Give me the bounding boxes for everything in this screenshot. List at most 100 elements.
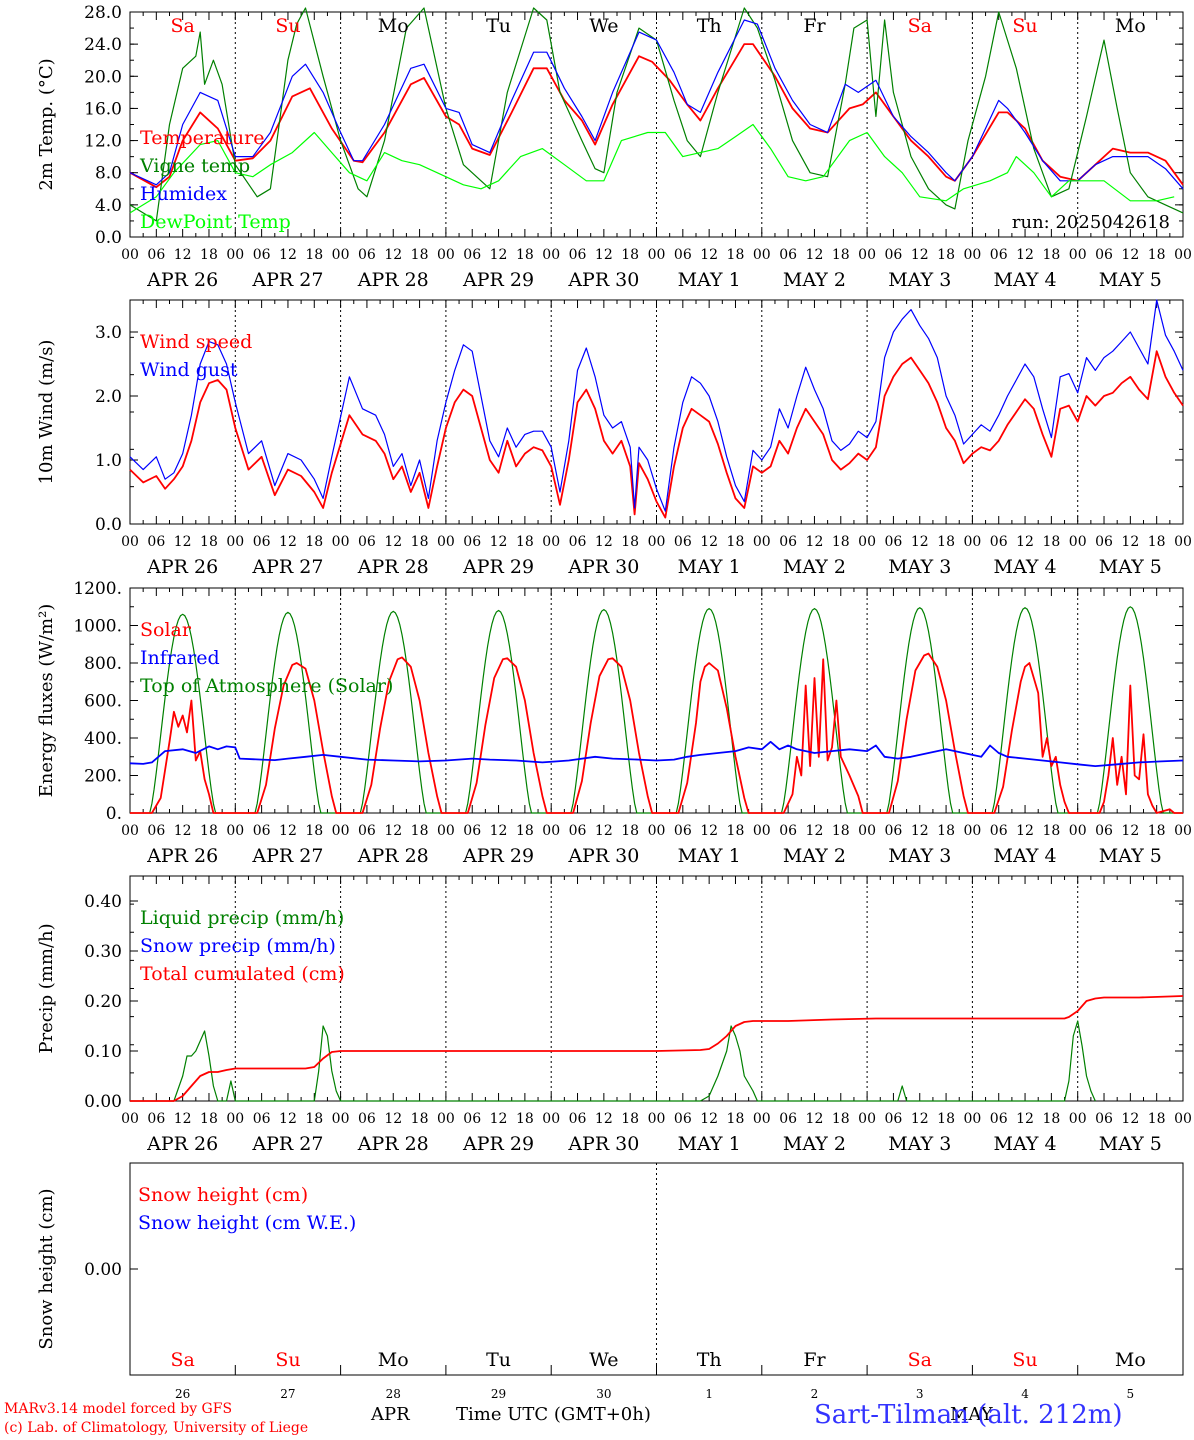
hour-tick-label: 18 [1042,534,1060,550]
panel-5: 0.00 Snow height (cm) Snow height (cm) Snow… [36,1162,1184,1401]
hour-tick-label: 18 [621,247,639,263]
hour-tick-label: 06 [674,247,692,263]
hour-tick-label: 00 [1174,247,1192,263]
hour-tick-label: 00 [1174,1111,1192,1127]
hour-tick-label: 06 [147,247,165,263]
hour-tick-label: 12 [806,1111,824,1127]
date-label: APR 26 [146,269,218,291]
day-label: Fr [803,15,826,37]
hour-tick-label: 06 [569,247,587,263]
hour-tick-label: 12 [700,823,718,839]
day-label: Tu [486,1349,511,1371]
hour-tick-label: 12 [911,823,929,839]
date-label: MAY 5 [1099,845,1162,867]
date-label: APR 28 [357,845,429,867]
day-label: Tu [486,15,511,37]
hour-tick-label: 06 [358,823,376,839]
hour-tick-label: 18 [1148,534,1166,550]
hour-tick-label: 18 [516,1111,534,1127]
hour-tick-label: 12 [806,247,824,263]
day-number-label: 3 [916,1387,924,1401]
hour-tick-label: 12 [1016,1111,1034,1127]
y-tick-label: 1000. [73,617,122,637]
day-number-label: 2 [811,1387,819,1401]
hour-tick-label: 00 [858,247,876,263]
date-label: MAY 3 [888,1133,951,1155]
hour-tick-label: 00 [437,1111,455,1127]
hour-tick-label: 00 [1069,823,1087,839]
hour-tick-label: 18 [305,1111,323,1127]
hour-tick-label: 18 [937,1111,955,1127]
hour-tick-label: 12 [384,534,402,550]
hour-tick-label: 12 [595,247,613,263]
hour-tick-label: 18 [305,823,323,839]
hour-tick-label: 18 [832,534,850,550]
hour-tick-label: 06 [990,247,1008,263]
hour-tick-label: 06 [358,247,376,263]
date-label: APR 30 [567,845,639,867]
hour-tick-label: 12 [806,534,824,550]
series-line [130,995,1184,1102]
hour-tick-label: 18 [1042,247,1060,263]
day-label: Th [697,1349,722,1371]
series-line [129,43,1184,189]
hour-tick-label: 18 [1148,247,1166,263]
y-tick-label: 600. [84,692,122,712]
day-number-label: 1 [705,1387,713,1401]
date-label: APR 27 [251,845,323,867]
hour-tick-label: 06 [569,1111,587,1127]
hour-tick-label: 06 [358,1111,376,1127]
y-tick-label: 0. [106,804,122,824]
hour-tick-label: 00 [963,1111,981,1127]
y-tick-label: 0.20 [84,992,122,1012]
hour-tick-label: 12 [384,247,402,263]
month-label-may: MAY [950,1404,993,1425]
hour-tick-label: 06 [253,247,271,263]
hour-tick-label: 12 [911,534,929,550]
hour-tick-label: 00 [542,534,560,550]
hour-tick-label: 12 [1121,247,1139,263]
date-label: MAY 2 [783,269,846,291]
hour-tick-label: 00 [121,1111,139,1127]
hour-tick-label: 06 [885,823,903,839]
y-tick-label: 16.0 [84,99,122,119]
hour-tick-label: 12 [700,1111,718,1127]
hour-tick-label: 00 [332,534,350,550]
day-number-label: 28 [386,1387,401,1401]
day-label: Fr [803,1349,826,1371]
date-label: APR 27 [251,556,323,578]
hour-tick-label: 12 [1121,534,1139,550]
hour-tick-label: 18 [727,247,745,263]
series-line [129,19,1184,190]
legend-entry: Snow height (cm W.E.) [138,1212,356,1234]
date-label: MAY 1 [678,1133,741,1155]
y-tick-label: 0.10 [84,1042,122,1062]
hour-tick-label: 12 [279,823,297,839]
hour-tick-label: 06 [147,534,165,550]
hour-tick-label: 00 [963,247,981,263]
hour-tick-label: 18 [727,823,745,839]
y-tick-label: 0.00 [84,1260,122,1280]
y-axis-label: 2m Temp. (°C) [36,58,57,190]
series-line [129,350,1184,519]
hour-tick-label: 18 [1148,823,1166,839]
hour-tick-label: 12 [174,247,192,263]
date-label: MAY 5 [1099,556,1162,578]
hour-tick-label: 06 [569,534,587,550]
hour-tick-label: 00 [1069,534,1087,550]
series-line [129,299,1184,512]
y-tick-label: 0.00 [84,1092,122,1112]
hour-tick-label: 12 [806,823,824,839]
hour-tick-label: 00 [1069,1111,1087,1127]
y-tick-label: 24.0 [84,35,122,55]
hour-tick-label: 18 [200,823,218,839]
hour-tick-label: 06 [463,534,481,550]
date-label: MAY 1 [678,556,741,578]
hour-tick-label: 00 [1174,823,1192,839]
hour-tick-label: 12 [1016,247,1034,263]
y-tick-label: 2.0 [95,387,122,407]
hour-tick-label: 18 [1042,1111,1060,1127]
y-axis-label: 10m Wind (m/s) [36,340,57,485]
y-tick-label: 20.0 [84,67,122,87]
